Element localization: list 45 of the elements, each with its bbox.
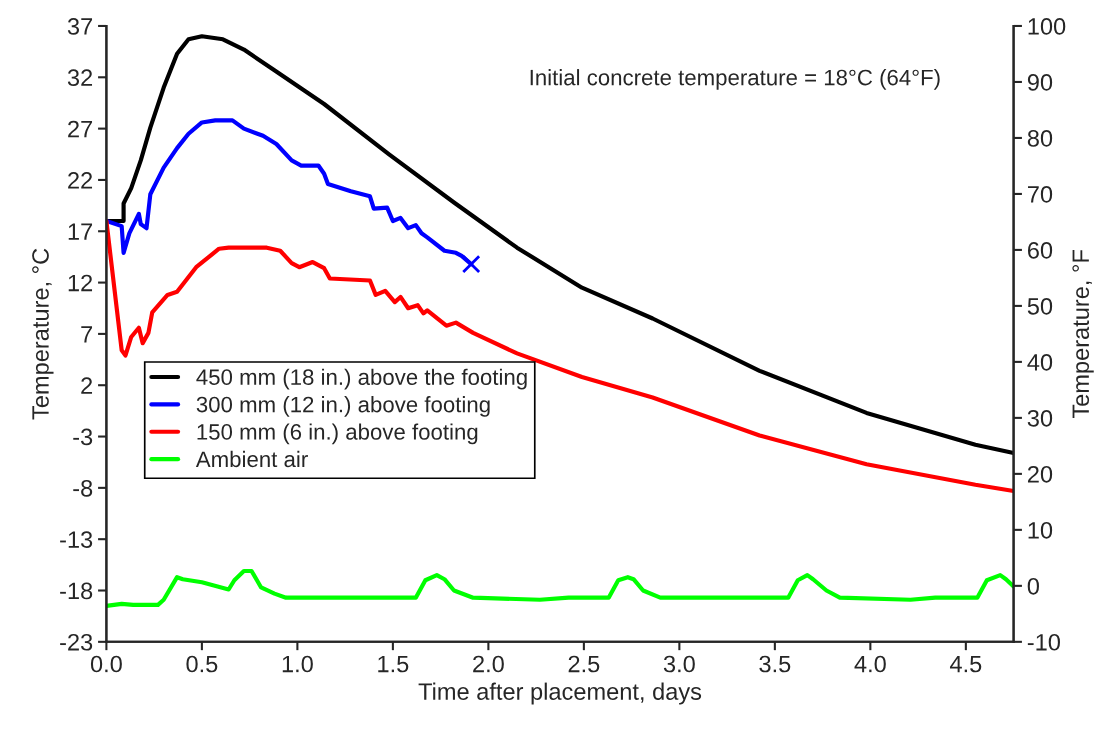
y2-tick-label: 70 [1028,186,1053,203]
y2-tick-label: -10 [1027,633,1060,651]
x-tick-label: 0.0 [90,655,122,673]
y-tick-label: 32 [67,69,93,87]
line-series [106,218,1014,494]
annotation: Initial concrete temperature = 18°C (64°F) [530,69,940,90]
x-tick-label: 1.5 [378,655,409,673]
y2-tick-label: 40 [1027,353,1053,371]
legend-label: 450 mm (18 in.) above the footing [196,368,527,390]
y-tick-label: -23 [60,633,93,651]
legend-label: 300 mm (12 in.) above footing [196,396,490,417]
y-tick-label: 17 [68,223,93,240]
y2-tick-label: 80 [1027,130,1053,147]
y-tick-label: 37 [67,18,93,35]
y2-axis-title: Temperature, °F [1072,250,1094,419]
x-axis-title: Time after placement, days [418,682,702,705]
y2-tick-label: 10 [1028,521,1053,539]
y2-tick-label: 50 [1027,297,1053,315]
y-tick-label: -18 [60,582,93,600]
x-tick-label: 1.0 [282,655,313,673]
y-tick-label: -13 [60,531,93,548]
x-tick-label: 3.0 [663,655,695,673]
y-tick-label: 22 [68,172,93,189]
y-tick-label: -3 [73,428,93,446]
y-tick-label: 12 [68,274,93,292]
y-axis-title: Temperature, °C [32,248,54,420]
x-tick-label: 4.0 [854,655,886,673]
legend-label: 150 mm (6 in.) above footing [197,423,478,445]
y-tick-label: 2 [81,377,93,394]
x-tick-label: 2.5 [568,655,600,673]
y2-tick-label: 30 [1027,409,1053,427]
y2-tick-label: 60 [1027,241,1053,259]
y-tick-label: 7 [81,326,93,343]
y2-tick-label: 20 [1027,465,1053,483]
line-series [106,568,1014,608]
x-tick-label: 0.5 [186,655,218,673]
y-tick-label: -8 [73,479,93,497]
y2-tick-label: 100 [1028,18,1066,35]
legend-label: Ambient air [195,450,308,468]
y-tick-label: 27 [68,120,93,138]
y2-tick-label: 90 [1027,74,1053,91]
x-tick-label: 2.0 [473,655,504,673]
y2-tick-label: 0 [1027,577,1039,595]
x-tick-label: 3.5 [759,655,791,673]
x-tick-label: 4.5 [949,655,982,673]
